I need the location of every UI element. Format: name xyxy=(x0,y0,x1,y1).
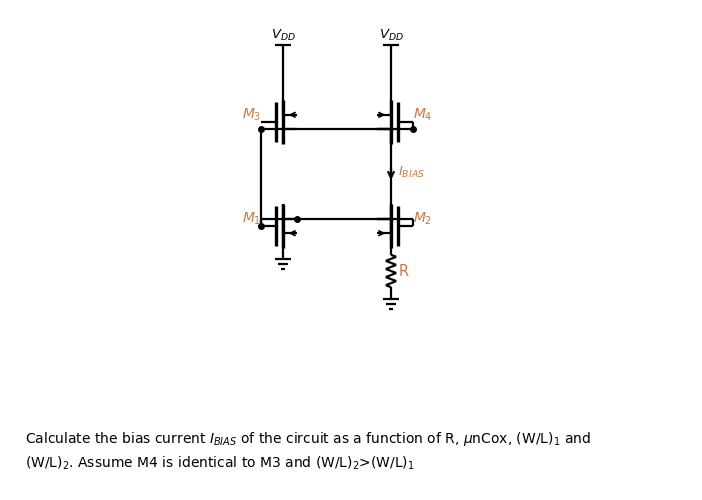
Text: $M_2$: $M_2$ xyxy=(413,210,432,227)
Text: $M_4$: $M_4$ xyxy=(413,106,432,123)
Text: $I_{BIAS}$: $I_{BIAS}$ xyxy=(398,164,425,180)
Text: $V_{DD}$: $V_{DD}$ xyxy=(270,28,296,43)
Text: Calculate the bias current $I_{BIAS}$ of the circuit as a function of R, $\mu$nC: Calculate the bias current $I_{BIAS}$ of… xyxy=(25,430,590,448)
Text: $M_1$: $M_1$ xyxy=(241,210,261,227)
Text: (W/L)$_2$. Assume M4 is identical to M3 and (W/L)$_2$>(W/L)$_1$: (W/L)$_2$. Assume M4 is identical to M3 … xyxy=(25,454,414,472)
Text: R: R xyxy=(399,264,409,278)
Text: $V_{DD}$: $V_{DD}$ xyxy=(378,28,404,43)
Text: $M_3$: $M_3$ xyxy=(241,106,261,123)
